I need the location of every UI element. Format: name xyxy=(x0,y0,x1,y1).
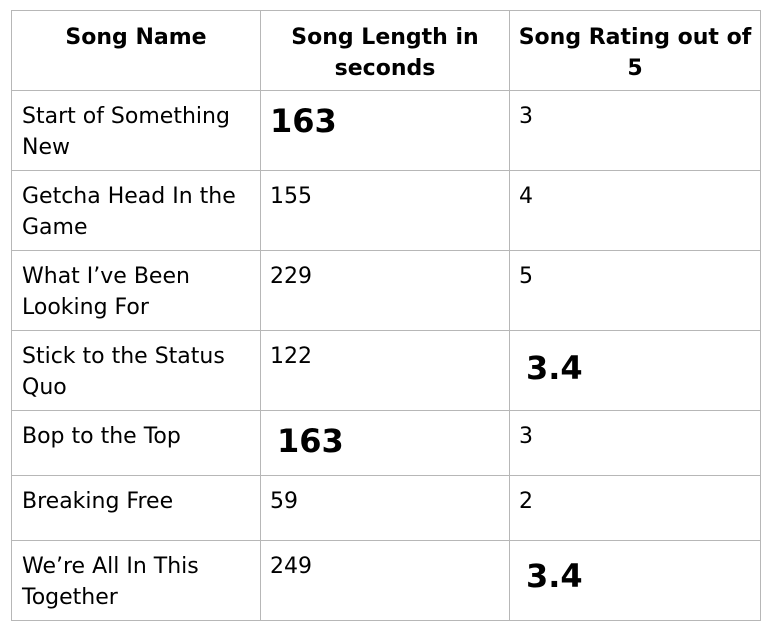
song-rating-cell: 3.4 xyxy=(509,540,761,621)
song-name-cell: Start of Something New xyxy=(11,90,261,171)
song-length-cell: 163 xyxy=(260,410,510,476)
song-name-cell: Breaking Free xyxy=(11,475,261,541)
table-row: Getcha Head In the Game 155 4 xyxy=(11,170,761,251)
song-name-cell: Bop to the Top xyxy=(11,410,261,476)
header-song-length: Song Length in seconds xyxy=(260,10,510,91)
song-rating-cell: 5 xyxy=(509,250,761,331)
song-rating-cell: 3.4 xyxy=(509,330,761,411)
song-rating-value: 3.4 xyxy=(526,349,583,387)
song-name-cell: What I’ve Been Looking For xyxy=(11,250,261,331)
header-row: Song Name Song Length in seconds Song Ra… xyxy=(11,10,761,91)
table-row: Breaking Free 59 2 xyxy=(11,475,761,541)
song-length-cell: 155 xyxy=(260,170,510,251)
song-length-cell: 122 xyxy=(260,330,510,411)
table-row: Start of Something New 163 3 xyxy=(11,90,761,171)
song-length-cell: 163 xyxy=(260,90,510,171)
song-length-cell: 249 xyxy=(260,540,510,621)
song-name-cell: Getcha Head In the Game xyxy=(11,170,261,251)
table-row: What I’ve Been Looking For 229 5 xyxy=(11,250,761,331)
header-song-name: Song Name xyxy=(11,10,261,91)
song-rating-value: 3.4 xyxy=(526,557,583,595)
song-length-value: 163 xyxy=(277,422,344,460)
song-name-cell: We’re All In This Together xyxy=(11,540,261,621)
song-length-cell: 59 xyxy=(260,475,510,541)
table-row: Bop to the Top 163 3 xyxy=(11,410,761,476)
song-length-value: 163 xyxy=(270,102,337,140)
song-length-cell: 229 xyxy=(260,250,510,331)
header-song-rating: Song Rating out of 5 xyxy=(509,10,761,91)
song-name-cell: Stick to the Status Quo xyxy=(11,330,261,411)
song-rating-cell: 3 xyxy=(509,410,761,476)
song-rating-cell: 4 xyxy=(509,170,761,251)
table-row: Stick to the Status Quo 122 3.4 xyxy=(11,330,761,411)
song-rating-cell: 2 xyxy=(509,475,761,541)
song-rating-cell: 3 xyxy=(509,90,761,171)
table-row: We’re All In This Together 249 3.4 xyxy=(11,540,761,621)
songs-table: Song Name Song Length in seconds Song Ra… xyxy=(11,10,761,621)
